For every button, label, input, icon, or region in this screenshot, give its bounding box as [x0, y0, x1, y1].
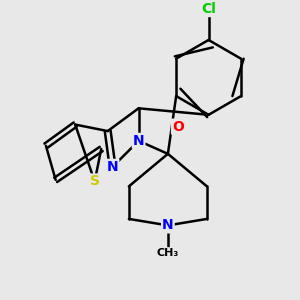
- Text: CH₃: CH₃: [157, 248, 179, 258]
- Text: O: O: [172, 120, 184, 134]
- Text: N: N: [162, 218, 174, 233]
- Text: Cl: Cl: [201, 2, 216, 16]
- Text: N: N: [133, 134, 144, 148]
- Text: N: N: [107, 160, 118, 174]
- Text: S: S: [90, 175, 100, 188]
